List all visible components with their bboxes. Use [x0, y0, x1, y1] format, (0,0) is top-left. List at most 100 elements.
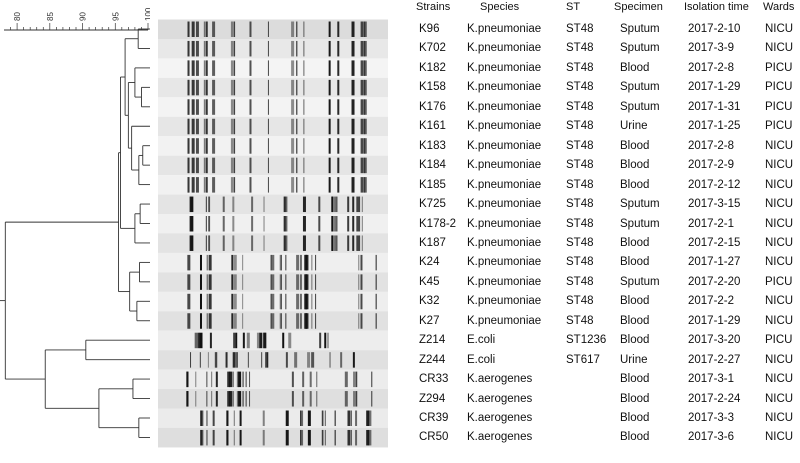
row-isolation-time: 2017-3-3 — [688, 412, 735, 424]
row-specimen: Blood — [620, 314, 650, 327]
row-specimen: Urine — [620, 120, 648, 133]
row-isolation-time: 2017-1-29 — [688, 81, 741, 94]
row-ward: NICU — [765, 412, 794, 424]
header-isolation-time: Isolation time — [684, 1, 749, 13]
row-isolation-time: 2017-3-6 — [688, 431, 735, 444]
similarity-scale: 80 85 90 95 100 — [4, 7, 150, 31]
row-ward: NICU — [765, 295, 794, 308]
row-ward: NICU — [765, 236, 794, 249]
row-isolation-time: 2017-2-2 — [688, 295, 735, 308]
row-isolation-time: 2017-2-1 — [688, 217, 735, 230]
row-species: K.pneumoniae — [467, 236, 542, 249]
row-isolation-time: 2017-1-27 — [688, 256, 741, 269]
row-st: ST48 — [566, 275, 594, 288]
row-st: ST48 — [566, 295, 594, 308]
row-specimen: Sputum — [620, 81, 660, 94]
row-species: K.pneumoniae — [467, 314, 542, 327]
header-strains: Strains — [416, 1, 451, 13]
row-ward: PICU — [765, 275, 793, 288]
row-isolation-time: 2017-2-24 — [688, 392, 741, 405]
row-isolation-time: 2017-3-1 — [688, 373, 735, 386]
row-isolation-time: 2017-3-15 — [688, 198, 741, 211]
row-st: ST48 — [566, 236, 594, 249]
gel-lane — [158, 19, 388, 39]
row-st: ST48 — [566, 42, 594, 55]
row-species: K.aerogenes — [467, 412, 533, 424]
row-specimen: Sputum — [620, 217, 660, 230]
row-strain: K185 — [419, 178, 446, 191]
row-specimen: Sputum — [620, 23, 660, 35]
row-ward: NICU — [765, 198, 794, 211]
row-st: ST617 — [566, 353, 600, 366]
row-species: K.pneumoniae — [467, 42, 542, 55]
header-wards: Wards — [763, 1, 795, 13]
gel-lane — [158, 194, 388, 215]
row-species: K.aerogenes — [467, 392, 533, 405]
row-specimen: Blood — [620, 61, 650, 74]
gel-lane — [158, 350, 388, 370]
row-ward: NICU — [765, 431, 794, 444]
row-ward: PICU — [765, 61, 793, 74]
row-strain: Z214 — [419, 334, 446, 347]
gel-lane — [158, 330, 388, 351]
row-specimen: Blood — [620, 159, 650, 172]
gel-lane — [158, 155, 388, 176]
dendrogram-tree — [0, 28, 150, 438]
header-species: Species — [480, 1, 520, 13]
row-strain: K27 — [419, 314, 440, 327]
gel-lane — [158, 291, 388, 312]
row-strain: K182 — [419, 61, 446, 74]
row-ward: PICU — [765, 100, 793, 113]
row-strain: Z244 — [419, 353, 446, 366]
row-species: K.pneumoniae — [467, 120, 542, 133]
row-strain: CR39 — [419, 412, 449, 424]
row-isolation-time: 2017-2-20 — [688, 275, 741, 288]
row-species: E.coli — [467, 353, 496, 366]
row-isolation-time: 2017-2-8 — [688, 139, 735, 152]
row-specimen: Sputum — [620, 198, 660, 211]
row-st: ST48 — [566, 139, 594, 152]
gel-lane — [158, 311, 388, 331]
row-specimen: Blood — [620, 295, 650, 308]
row-strain: Z294 — [419, 392, 446, 405]
row-isolation-time: 2017-2-12 — [688, 178, 741, 191]
row-specimen: Blood — [620, 236, 650, 249]
row-strain: K183 — [419, 139, 446, 152]
row-species: K.pneumoniae — [467, 100, 542, 113]
row-species: K.pneumoniae — [467, 275, 542, 288]
row-isolation-time: 2017-3-20 — [688, 334, 741, 347]
row-specimen: Blood — [620, 373, 650, 386]
row-species: K.pneumoniae — [467, 295, 542, 308]
row-isolation-time: 2017-2-9 — [688, 159, 735, 172]
row-specimen: Urine — [620, 353, 648, 366]
gel-lane — [158, 58, 388, 78]
row-st: ST48 — [566, 120, 594, 133]
scale-tick-label: 80 — [13, 12, 22, 21]
row-st: ST48 — [566, 314, 594, 327]
row-specimen: Sputum — [620, 100, 660, 113]
row-ward: NICU — [765, 256, 794, 269]
gel-lane — [158, 272, 388, 292]
row-isolation-time: 2017-1-29 — [688, 314, 741, 327]
gel-lane — [158, 427, 388, 448]
row-species: K.pneumoniae — [467, 256, 542, 269]
gel-lane — [158, 369, 388, 390]
row-species: K.pneumoniae — [467, 178, 542, 191]
row-specimen: Blood — [620, 392, 650, 405]
scale-tick-label: 100 — [144, 7, 150, 21]
gel-lane — [158, 252, 388, 273]
gel-lane — [158, 389, 388, 409]
row-st: ST48 — [566, 256, 594, 269]
row-strain: K32 — [419, 295, 440, 308]
row-ward: PICU — [765, 334, 793, 347]
row-species: K.pneumoniae — [467, 217, 542, 230]
row-isolation-time: 2017-2-15 — [688, 236, 741, 249]
gel-lane — [158, 136, 388, 156]
row-ward: NICU — [765, 23, 794, 35]
row-ward: NICU — [765, 314, 794, 327]
gel-lane — [158, 408, 388, 428]
row-isolation-time: 2017-1-31 — [688, 100, 741, 113]
row-isolation-time: 2017-1-25 — [688, 120, 741, 133]
row-ward: PICU — [765, 81, 793, 94]
